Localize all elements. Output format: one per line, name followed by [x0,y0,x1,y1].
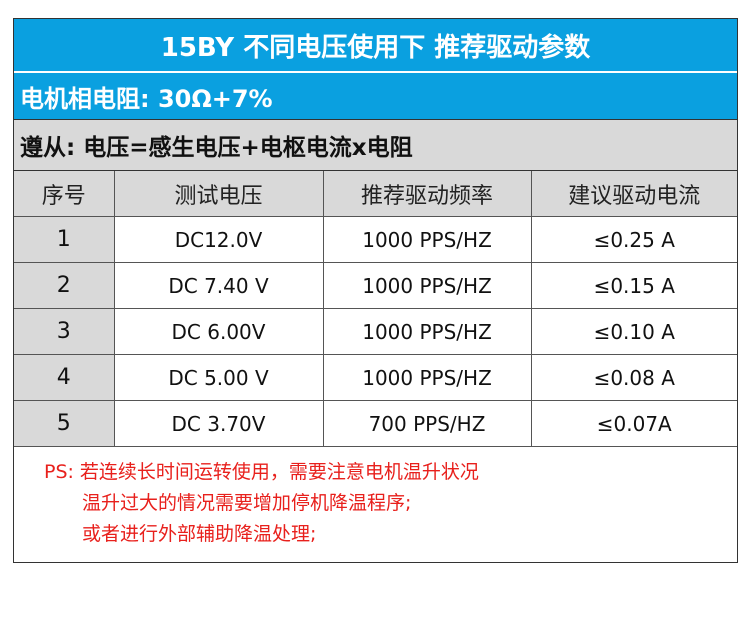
row-current: ≤0.10 A [530,308,737,355]
row-voltage: DC 3.70V [113,400,324,447]
row-current: ≤0.15 A [530,262,737,309]
spec-sheet: 15BY 不同电压使用下 推荐驱动参数 电机相电阻: 30Ω+7% 遵从: 电压… [13,18,738,563]
row-index: 1 [14,216,115,263]
table-row: 3 DC 6.00V 1000 PPS/HZ ≤0.10 A [14,308,737,355]
table-row: 4 DC 5.00 V 1000 PPS/HZ ≤0.08 A [14,354,737,401]
table-row: 5 DC 3.70V 700 PPS/HZ ≤0.07A [14,400,737,447]
table-row: 2 DC 7.40 V 1000 PPS/HZ ≤0.15 A [14,262,737,309]
row-frequency: 1000 PPS/HZ [322,216,532,263]
row-voltage: DC 7.40 V [113,262,324,309]
note-text-1: 若连续长时间运转使用，需要注意电机温升状况 [79,461,479,483]
header-current: 建议驱动电流 [530,171,737,217]
header-index: 序号 [14,171,115,217]
formula-line: 遵从: 电压=感生电压+电枢电流x电阻 [14,120,737,171]
row-frequency: 1000 PPS/HZ [322,308,532,355]
row-voltage: DC 6.00V [113,308,324,355]
table-row: 1 DC12.0V 1000 PPS/HZ ≤0.25 A [14,216,737,263]
note-line-1: PS: 若连续长时间运转使用，需要注意电机温升状况 [44,457,737,488]
row-index: 2 [14,262,115,309]
row-current: ≤0.08 A [530,354,737,401]
page-title: 15BY 不同电压使用下 推荐驱动参数 [14,19,737,73]
note-line-2: 温升过大的情况需要增加停机降温程序; [82,492,412,514]
row-current: ≤0.25 A [530,216,737,263]
row-index: 5 [14,400,115,447]
row-voltage: DC12.0V [113,216,324,263]
header-frequency: 推荐驱动频率 [322,171,532,217]
note-line-3: 或者进行外部辅助降温处理; [82,523,317,545]
header-voltage: 测试电压 [113,171,324,217]
row-index: 4 [14,354,115,401]
note-label: PS: [44,461,74,483]
row-frequency: 700 PPS/HZ [322,400,532,447]
usage-note: PS: 若连续长时间运转使用，需要注意电机温升状况 温升过大的情况需要增加停机降温… [14,447,737,562]
table-header-row: 序号 测试电压 推荐驱动频率 建议驱动电流 [14,171,737,217]
row-frequency: 1000 PPS/HZ [322,262,532,309]
row-index: 3 [14,308,115,355]
drive-parameter-table: 序号 测试电压 推荐驱动频率 建议驱动电流 1 DC12.0V 1000 PPS… [14,171,737,447]
row-current: ≤0.07A [530,400,737,447]
phase-resistance: 电机相电阻: 30Ω+7% [14,73,737,120]
row-voltage: DC 5.00 V [113,354,324,401]
row-frequency: 1000 PPS/HZ [322,354,532,401]
